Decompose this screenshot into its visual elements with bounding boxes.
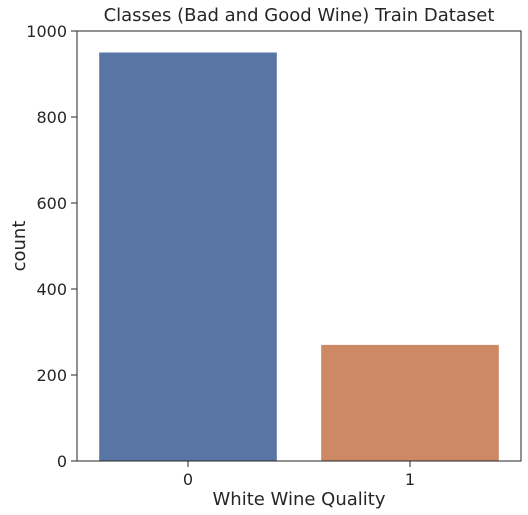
bar-1	[321, 344, 499, 461]
y-tick-label: 1000	[26, 22, 67, 41]
chart-title: Classes (Bad and Good Wine) Train Datase…	[104, 5, 495, 26]
y-tick-label: 800	[36, 108, 67, 127]
bar-0	[99, 52, 277, 461]
x-axis-label: White Wine Quality	[213, 489, 386, 510]
y-axis: 0 200 400 600 800 1000	[26, 22, 77, 471]
y-tick-label: 0	[57, 452, 67, 471]
x-tick-label: 0	[183, 470, 193, 489]
y-tick-label: 400	[36, 280, 67, 299]
y-tick-label: 600	[36, 194, 67, 213]
x-tick-label: 1	[405, 470, 415, 489]
bars-group	[99, 52, 499, 461]
y-tick-label: 200	[36, 366, 67, 385]
y-axis-label: count	[9, 221, 30, 272]
plot-frame	[76, 30, 522, 462]
